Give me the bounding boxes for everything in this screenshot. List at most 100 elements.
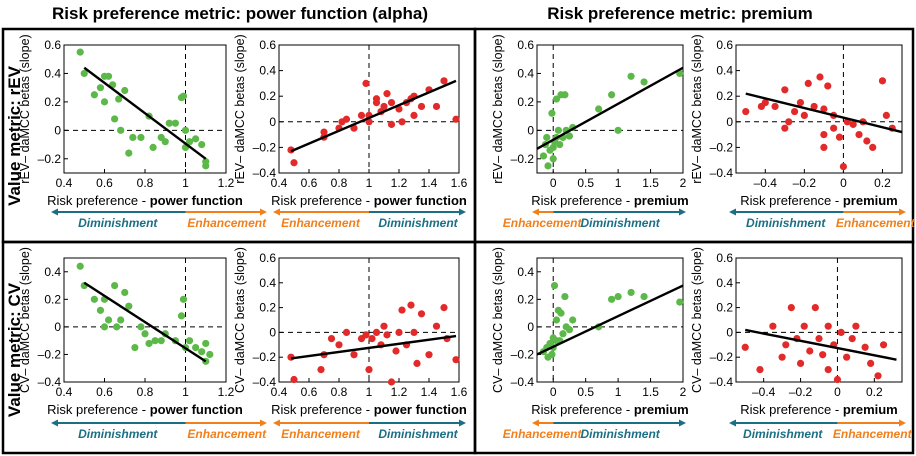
y-axis-label: CV– daMCC betas (slope) [233,247,247,393]
data-point [790,107,799,116]
row-header-cv: Value metric: CV [5,282,24,417]
data-point [125,302,133,310]
data-point [820,143,828,151]
data-point [129,133,137,142]
data-point [549,155,557,163]
data-point [117,126,125,134]
diminishment-label: Diminishment [378,427,458,441]
row-header-rev: Value metric: rEV [5,65,24,206]
x-tick-label: 0.5 [577,176,594,190]
data-point [565,132,574,140]
regression-line [290,334,457,360]
y-tick-label: –0.2 [253,350,277,364]
y-tick-label: –0.2 [710,140,734,154]
y-tick-label: –0.2 [710,350,734,364]
x-axis-label: Risk preference - premium [531,193,689,208]
data-point [879,341,888,349]
x-axis-label: Risk preference - premium [531,402,689,417]
data-point [806,347,814,355]
data-point [398,118,406,126]
data-point [96,84,105,92]
data-point [548,350,556,359]
data-point [843,353,851,361]
data-point [543,133,551,142]
data-point [778,353,786,361]
x-tick-label: 1 [615,176,622,190]
scatter-panel-p5: 0.4 0.6 0.8 1 1.2 –0.4 –0.2 0 0.2 0.4 CV– daMCC be… [18,247,267,441]
data-point [342,115,351,123]
data-point [417,102,426,111]
data-point [432,102,441,111]
data-point [627,72,635,80]
data-point [362,331,370,339]
data-point [550,281,559,290]
scatter-panel-p1: 0.4 0.6 0.8 1 1.2 –0.2 0 0.2 0.4 0.6 rEV– daMCC be… [18,34,267,230]
x-tick-label: 1.4 [421,176,438,190]
y-tick-label: 0 [269,115,276,129]
diminishment-label: Diminishment [743,427,823,441]
y-tick-label: 0.4 [716,276,733,290]
x-tick-label: –0.2 [789,385,813,399]
data-point [539,152,548,160]
data-point [556,140,564,149]
scatter-panel-p8: –0.4 –0.2 0 0.2 –0.4 –0.2 0 0.2 0.4 0.6 CV– daMCC … [690,247,913,441]
data-point [552,95,561,103]
y-tick-label: 0.4 [259,276,276,290]
data-point [76,48,84,56]
data-point [796,99,805,107]
x-tick-label: 0.4 [271,176,288,190]
data-point [811,304,819,312]
data-point [614,126,622,134]
x-tick-label: 0.2 [874,176,891,190]
data-point [185,337,194,345]
diminishment-label: Diminishment [580,216,660,230]
data-point [137,133,145,142]
data-point [198,348,206,356]
data-point [111,281,119,290]
x-axis-label: Risk preference - power function [47,402,243,417]
x-tick-label: 0 [834,385,841,399]
data-point [874,372,882,380]
data-point [121,288,129,297]
y-tick-label: 0.4 [44,265,61,279]
axes-box [536,44,684,174]
data-point [104,72,113,80]
data-point [90,91,98,99]
data-point [676,298,684,306]
enhancement-label: Enhancement [187,427,267,441]
data-point [785,118,793,126]
data-point [561,91,569,99]
data-point [878,77,887,85]
data-point [425,351,433,359]
data-point [781,86,789,94]
x-tick-label: 0.8 [137,176,154,190]
data-point [317,366,325,374]
data-point [104,316,113,324]
data-point [387,99,396,107]
x-tick-label: 1 [615,385,622,399]
data-point [149,143,157,151]
data-point [413,359,421,367]
x-tick-label: 0.6 [301,385,318,399]
data-point [608,91,616,99]
x-tick-label: 1.2 [391,176,408,190]
x-axis-label-metric: premium [634,402,689,417]
data-point [372,95,381,103]
y-tick-label: 0.6 [716,251,733,265]
y-axis-label: rEV– daMCC betas (slope) [18,34,32,183]
y-tick-label: 0.2 [44,95,61,109]
x-tick-label: 0.4 [56,176,73,190]
y-axis-label: rEV– daMCC betas (slope) [690,34,704,183]
data-point [837,328,845,336]
y-tick-label: 0 [527,123,534,137]
enhancement-label: Enhancement [833,427,913,441]
data-point [852,322,860,330]
data-point [440,77,448,85]
axes-box [63,257,227,383]
data-point [561,292,569,301]
x-tick-label: 1.2 [218,176,235,190]
x-tick-label: –0.4 [752,385,776,399]
data-point [90,295,98,303]
diminishment-label: Diminishment [78,427,158,441]
data-point [137,323,145,331]
